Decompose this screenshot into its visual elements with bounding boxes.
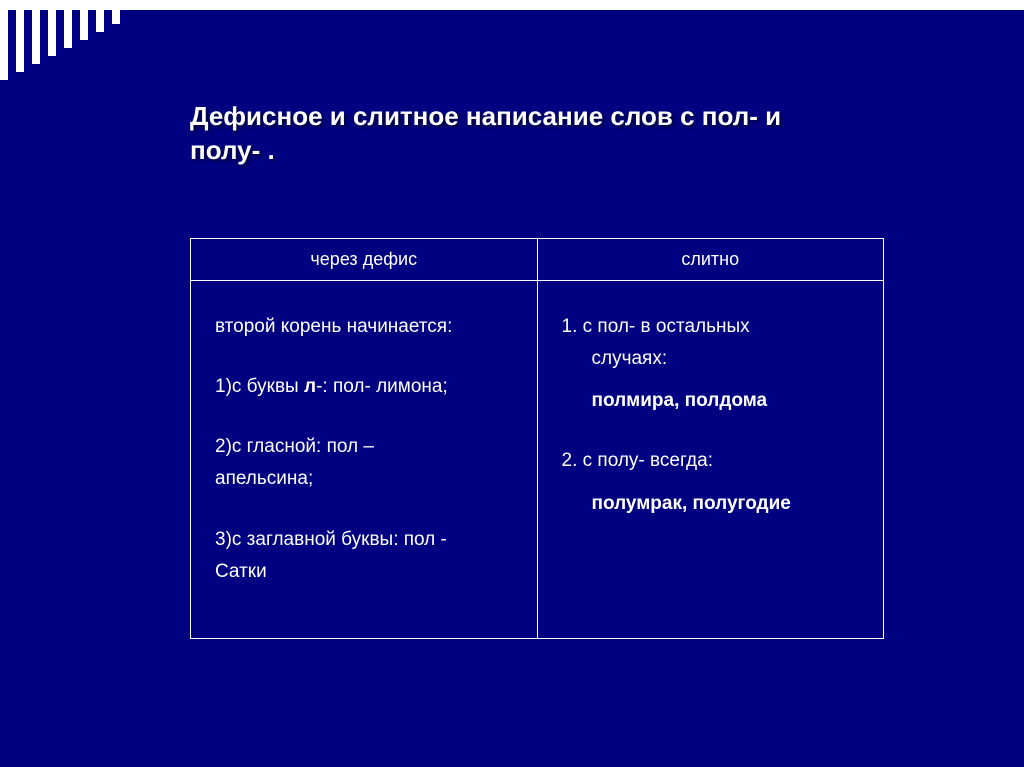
joined-rule-2: 2. с полу- всегда: xyxy=(562,445,860,477)
joined-examples-2: полумрак, полугодие xyxy=(562,488,860,520)
rule-3: 3)с заглавной буквы: пол - Сатки xyxy=(215,524,513,589)
slide-title: Дефисное и слитное написание слов с пол-… xyxy=(190,100,884,168)
slide-content: Дефисное и слитное написание слов с пол-… xyxy=(0,10,1024,679)
cell-joined-rules: 1. с пол- в остальных случаях: полмира, … xyxy=(537,280,884,639)
cell-hyphen-rules: второй корень начинается: 1)с буквы л-: … xyxy=(191,280,538,639)
intro-text: второй корень начинается: xyxy=(215,311,513,343)
rule-1: 1)с буквы л-: пол- лимона; xyxy=(215,371,513,403)
rule-2: 2)с гласной: пол – апельсина; xyxy=(215,431,513,496)
title-line-2: полу- . xyxy=(190,135,275,165)
header-hyphen: через дефис xyxy=(191,238,538,280)
rules-table: через дефис слитно второй корень начинае… xyxy=(190,238,884,640)
top-bar xyxy=(0,0,1024,10)
joined-rule-1: 1. с пол- в остальных случаях: xyxy=(562,311,860,376)
title-line-1: Дефисное и слитное написание слов с пол-… xyxy=(190,101,781,131)
decorative-stripes xyxy=(0,10,128,80)
joined-examples-1: полмира, полдома xyxy=(562,385,860,417)
header-joined: слитно xyxy=(537,238,884,280)
